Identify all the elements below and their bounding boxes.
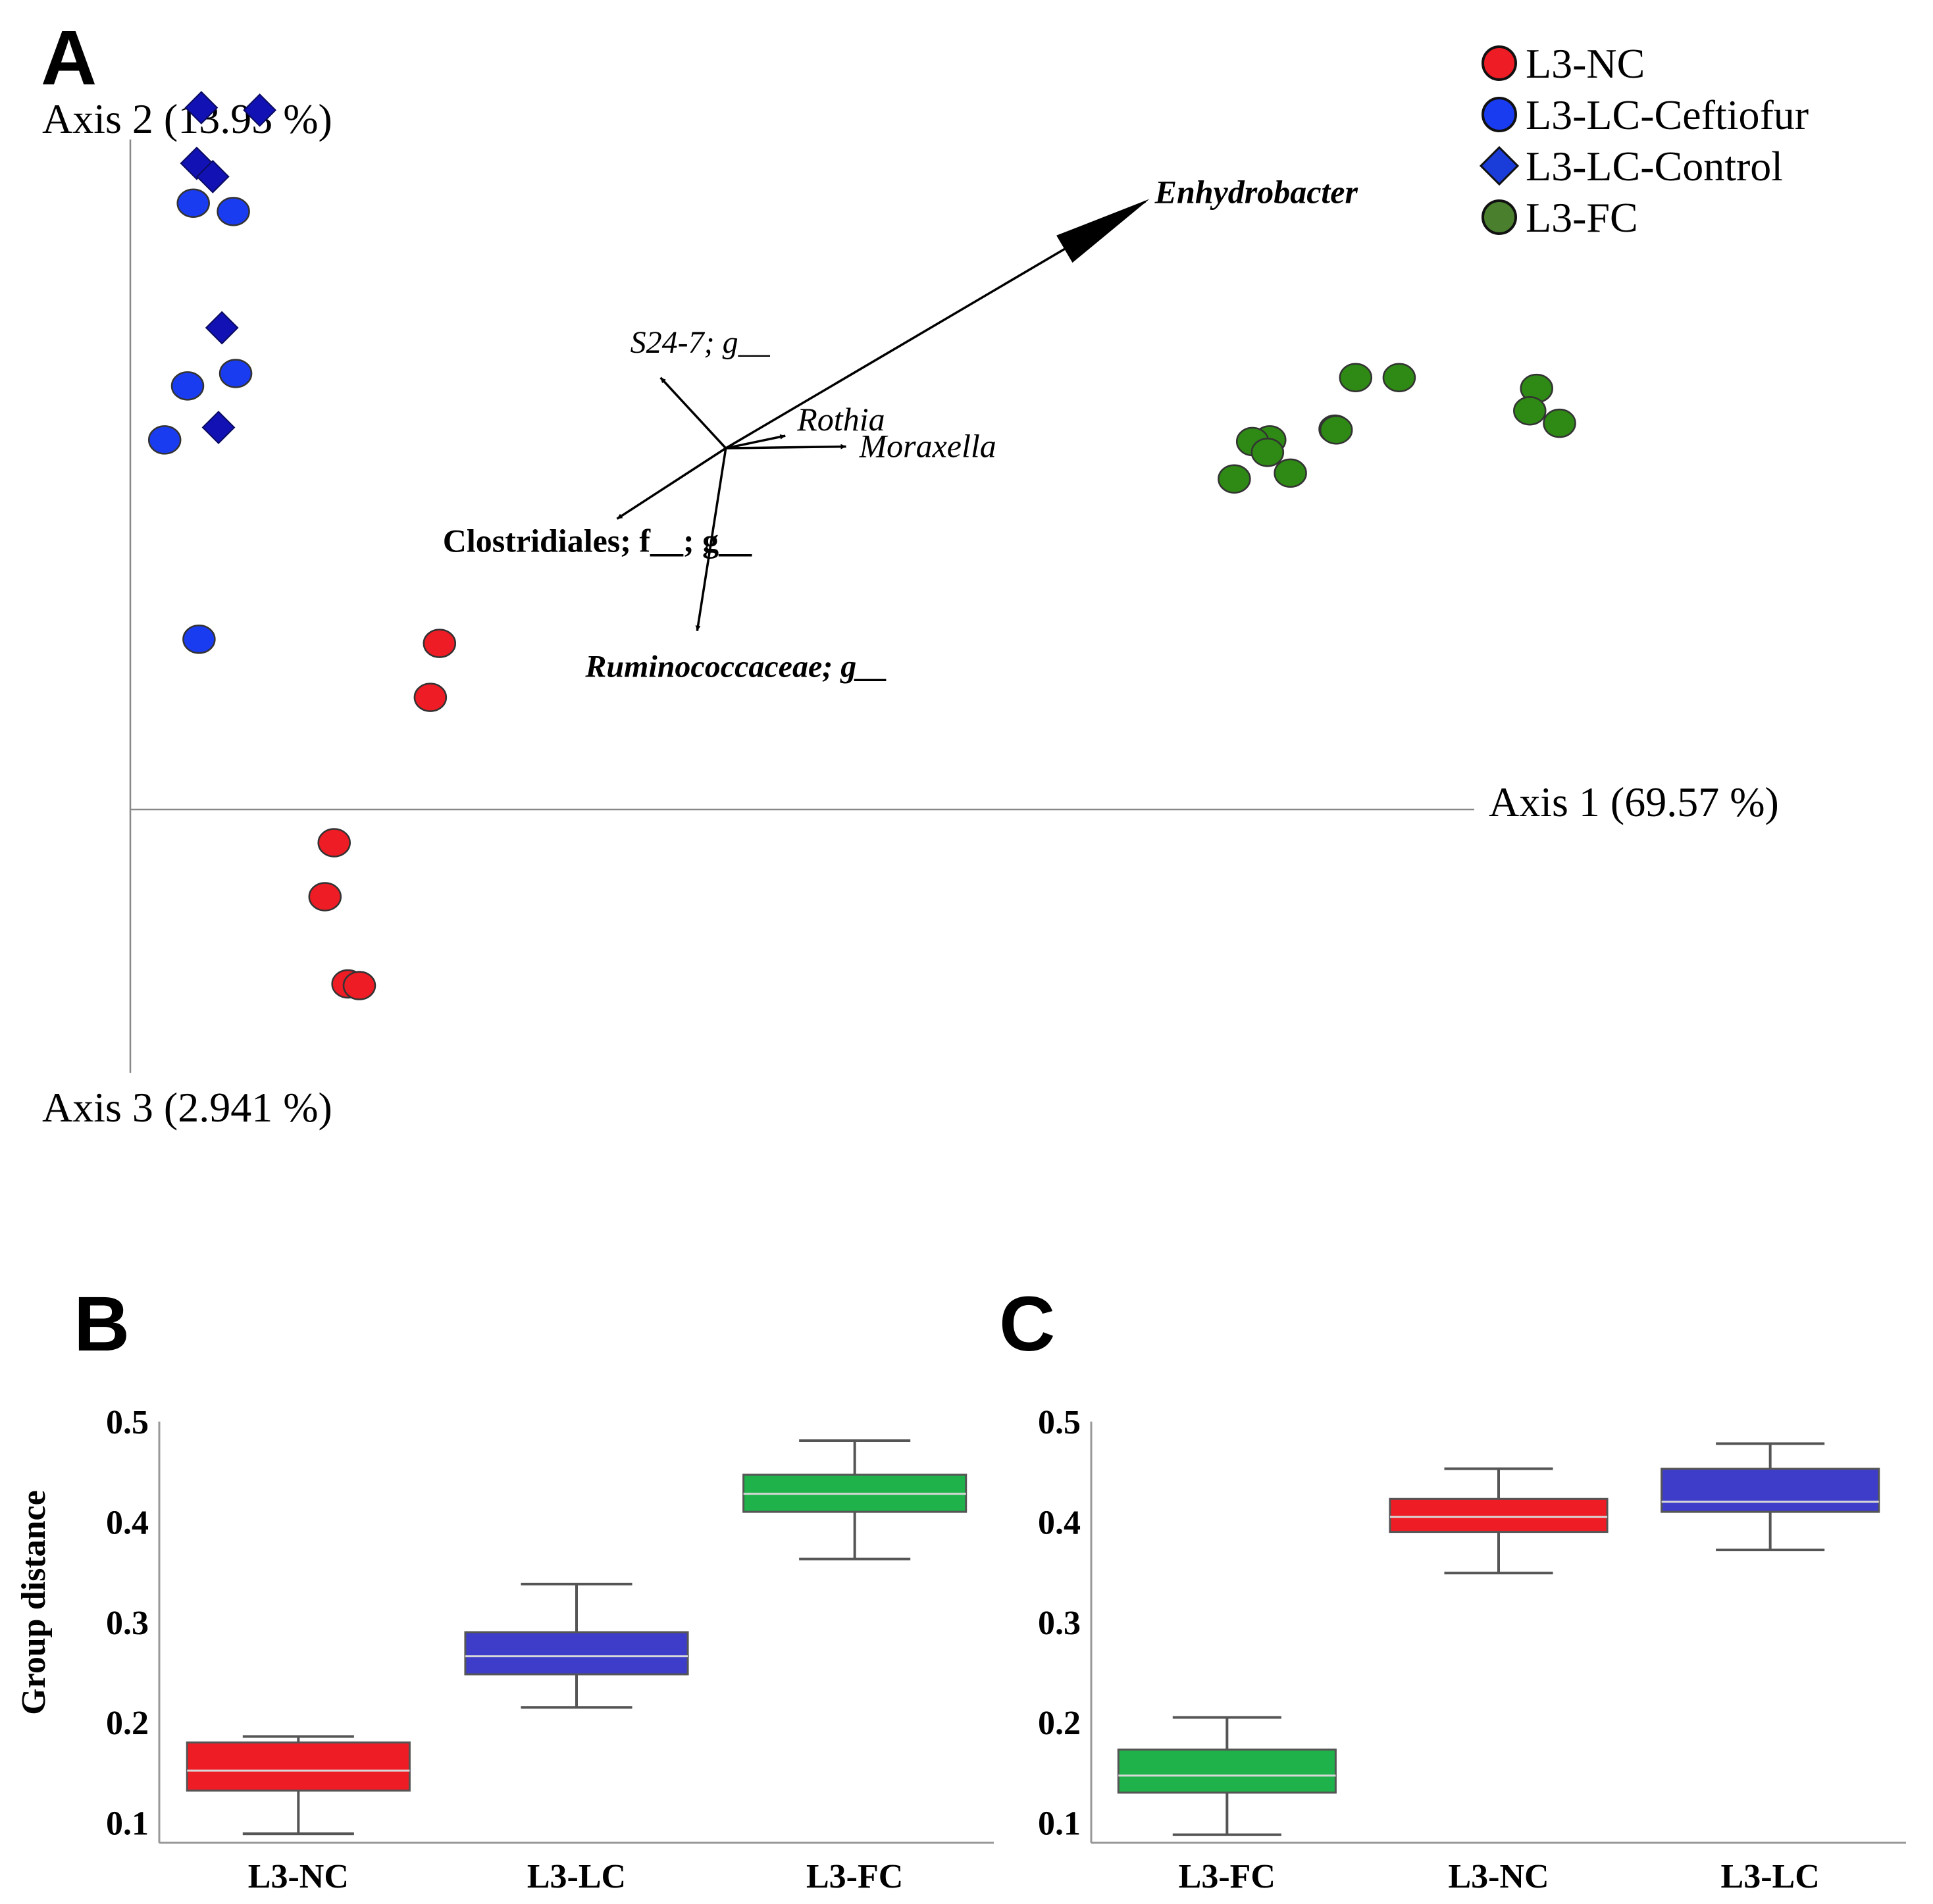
biplot-arrow-clostridiales-f-g bbox=[616, 447, 727, 520]
point-l3-lc-ceftiofur-3 bbox=[170, 371, 205, 401]
legend-marker-l3-fc bbox=[1482, 199, 1517, 235]
y-tick-label: 0.5 bbox=[1038, 1404, 1081, 1441]
legend-label-l3-fc: L3-FC bbox=[1526, 194, 1638, 241]
point-l3-fc-4 bbox=[1543, 408, 1576, 438]
y-tick-label: 0.2 bbox=[1038, 1705, 1081, 1742]
scatter-points bbox=[147, 91, 1576, 1000]
y-tick-label: 0.4 bbox=[106, 1504, 149, 1541]
point-l3-lc-ceftiofur-4 bbox=[147, 425, 182, 455]
point-l3-lc-ceftiofur-2 bbox=[219, 359, 253, 388]
point-l3-fc-6 bbox=[1319, 415, 1353, 445]
box-l3-lc bbox=[1661, 1468, 1880, 1513]
panel-label-b: B bbox=[74, 1281, 130, 1368]
biplot-label-s24-7-g: S24-7; g__ bbox=[631, 325, 771, 360]
x-tick-label-l3-lc: L3-LC bbox=[1721, 1858, 1820, 1895]
boxplot-c: 0.5 0.4 0.3 0.2 0.1 L3-FC L3-NC L3-LC bbox=[1038, 1404, 1906, 1895]
point-l3-fc-9 bbox=[1250, 438, 1285, 467]
point-l3-nc-2 bbox=[317, 828, 351, 858]
y-axis-label: Group distance bbox=[15, 1490, 53, 1714]
point-l3-lc-control-5 bbox=[201, 411, 236, 444]
axis-3-label: Axis 3 (2.941 %) bbox=[42, 1084, 332, 1131]
point-l3-fc-11 bbox=[1218, 464, 1251, 494]
legend-marker-l3-lc-ceftiofur bbox=[1482, 97, 1517, 132]
y-tick-label: 0.4 bbox=[1038, 1504, 1081, 1541]
biplot-label-moraxella: Moraxella bbox=[859, 428, 996, 465]
point-l3-nc-1 bbox=[413, 682, 448, 712]
panel-a-biplot: A Axis 2 (13.93 %) Axis 1 (69.57 %) Axis… bbox=[41, 14, 1809, 1131]
biplot-arrow-rothia bbox=[725, 434, 786, 450]
point-l3-lc-control-1 bbox=[243, 93, 277, 127]
x-tick-label-l3-lc: L3-LC bbox=[527, 1858, 626, 1895]
point-l3-nc-0 bbox=[423, 629, 457, 658]
point-l3-lc-control-0 bbox=[184, 91, 219, 125]
y-tick-label: 0.1 bbox=[1038, 1805, 1081, 1843]
point-l3-nc-5 bbox=[342, 971, 376, 1000]
legend-marker-l3-lc-control bbox=[1479, 145, 1520, 186]
arrowhead-enhydrobacter bbox=[1056, 199, 1150, 263]
point-l3-lc-ceftiofur-0 bbox=[176, 188, 210, 218]
point-l3-fc-1 bbox=[1382, 363, 1416, 393]
panel-label-c: C bbox=[999, 1281, 1055, 1368]
biplot-arrow-s24-7-g bbox=[659, 376, 727, 450]
x-tick-label-l3-fc: L3-FC bbox=[1179, 1858, 1276, 1895]
legend-label-l3-nc: L3-NC bbox=[1526, 40, 1645, 87]
y-tick-label: 0.2 bbox=[106, 1705, 149, 1742]
y-tick-label: 0.3 bbox=[106, 1605, 149, 1642]
point-l3-lc-control-3 bbox=[195, 159, 230, 193]
x-tick-label-l3-nc: L3-NC bbox=[248, 1858, 349, 1895]
biplot-label-clostridiales-f-g: Clostridiales; f__; g__ bbox=[443, 522, 752, 559]
panel-c-boxplot: C 0.5 0.4 0.3 0.2 0.1 L3-FC L3-NC L3-LC bbox=[999, 1281, 1906, 1895]
biplot-label-enhydrobacter: Enhydrobacter bbox=[1154, 173, 1358, 210]
axis-1-label: Axis 1 (69.57 %) bbox=[1489, 779, 1779, 825]
x-tick-label-l3-fc: L3-FC bbox=[806, 1858, 903, 1895]
x-tick-label-l3-nc: L3-NC bbox=[1448, 1858, 1549, 1895]
box-l3-fc bbox=[1117, 1748, 1337, 1794]
box-l3-lc bbox=[464, 1631, 689, 1676]
box-l3-nc bbox=[1389, 1497, 1609, 1533]
point-l3-fc-3 bbox=[1513, 396, 1547, 426]
biplot-arrow-ruminococcaceae-g bbox=[695, 448, 727, 631]
y-tick-label: 0.5 bbox=[106, 1404, 149, 1441]
biplot-arrow-moraxella bbox=[725, 444, 846, 450]
axis-2-label: Axis 2 (13.93 %) bbox=[42, 95, 332, 142]
y-tick-label: 0.3 bbox=[1038, 1605, 1081, 1642]
point-l3-nc-3 bbox=[308, 882, 342, 912]
biplot-label-ruminococcaceae-g: Ruminococcaceae; g__ bbox=[584, 650, 888, 684]
panel-b-boxplot: B Group distance 0.5 0.4 0.3 0.2 0.1 L3-NC L3-… bbox=[15, 1281, 994, 1895]
legend-label-l3-lc-ceftiofur: L3-LC-Ceftiofur bbox=[1526, 91, 1809, 138]
point-l3-lc-ceftiofur-1 bbox=[217, 197, 250, 226]
point-l3-lc-control-4 bbox=[205, 311, 239, 345]
legend-marker-l3-nc bbox=[1482, 45, 1517, 81]
point-l3-lc-ceftiofur-5 bbox=[182, 625, 216, 654]
box-l3-nc bbox=[186, 1741, 411, 1792]
y-tick-label: 0.1 bbox=[106, 1805, 149, 1843]
point-l3-fc-0 bbox=[1339, 363, 1373, 393]
biplot-label-rothia: Rothia bbox=[796, 401, 885, 438]
boxplot-b: 0.5 0.4 0.3 0.2 0.1 L3-NC L3-LC L3-FC bbox=[106, 1404, 994, 1895]
point-l3-fc-10 bbox=[1274, 458, 1307, 488]
legend-label-l3-lc-control: L3-LC-Control bbox=[1526, 143, 1783, 190]
panel-label-a: A bbox=[41, 14, 97, 101]
